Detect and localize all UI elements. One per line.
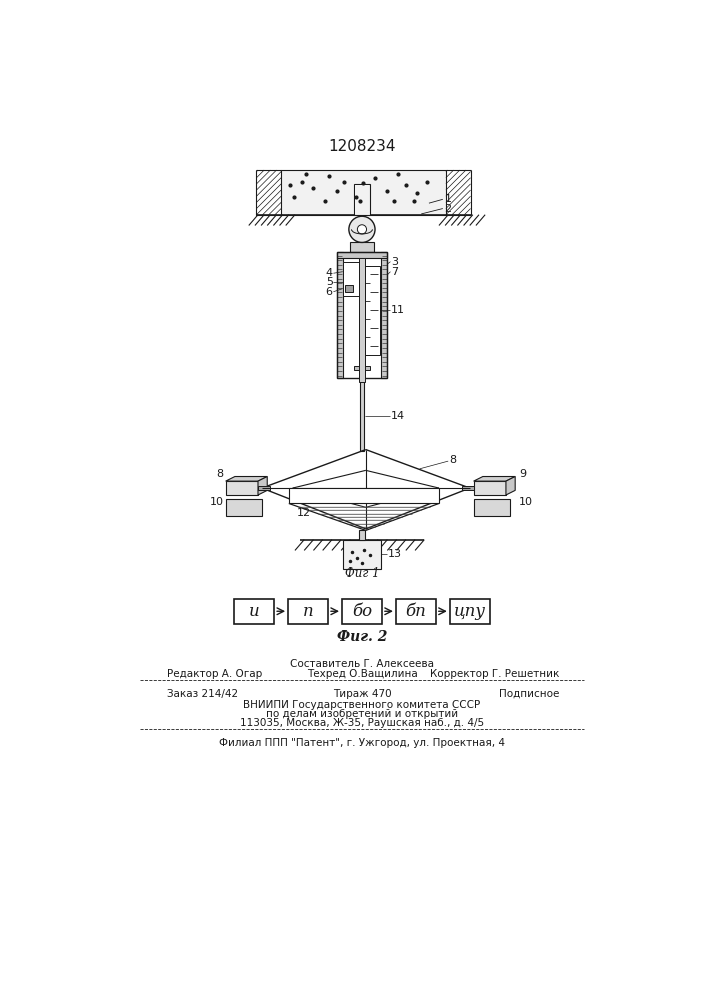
- Bar: [360, 378, 364, 451]
- Text: 6: 6: [326, 287, 333, 297]
- Text: 1: 1: [444, 194, 451, 204]
- Bar: [362, 266, 380, 355]
- Text: 7: 7: [391, 267, 398, 277]
- Text: 10: 10: [519, 497, 533, 507]
- Text: 10: 10: [209, 497, 223, 507]
- Text: 8: 8: [449, 455, 456, 465]
- Text: 8: 8: [216, 469, 223, 479]
- Text: Редактор А. Огар: Редактор А. Огар: [167, 669, 262, 679]
- Text: Фиг 1: Фиг 1: [344, 567, 379, 580]
- Polygon shape: [506, 477, 515, 495]
- Bar: [258, 486, 269, 490]
- Circle shape: [349, 216, 375, 242]
- Bar: [351, 242, 373, 252]
- Bar: [344, 262, 361, 296]
- Text: 13: 13: [387, 549, 402, 559]
- Text: Заказ 214/42: Заказ 214/42: [167, 689, 238, 699]
- Text: ВНИИПИ Государственного комитета СССР: ВНИИПИ Государственного комитета СССР: [243, 700, 481, 710]
- Text: 9: 9: [519, 469, 526, 479]
- Polygon shape: [226, 477, 267, 481]
- Text: Фиг. 2: Фиг. 2: [337, 630, 387, 644]
- Text: бо: бо: [352, 603, 372, 620]
- Text: 2: 2: [444, 204, 452, 214]
- Bar: [355, 185, 369, 214]
- Text: 11: 11: [391, 305, 405, 315]
- Text: Филиал ППП "Патент", г. Ужгород, ул. Проектная, 4: Филиал ППП "Патент", г. Ужгород, ул. Про…: [219, 738, 505, 748]
- Circle shape: [357, 225, 366, 234]
- Text: Корректор Г. Решетник: Корректор Г. Решетник: [431, 669, 560, 679]
- Bar: [234, 599, 274, 624]
- Polygon shape: [226, 481, 258, 495]
- Bar: [396, 599, 436, 624]
- Bar: [343, 540, 381, 569]
- Text: 12: 12: [296, 508, 310, 518]
- Text: по делам изобретений и открытий: по делам изобретений и открытий: [266, 709, 458, 719]
- Bar: [288, 488, 439, 503]
- Text: 113035, Москва, Ж-35, Раушская наб., д. 4/5: 113035, Москва, Ж-35, Раушская наб., д. …: [240, 718, 484, 728]
- Text: 14: 14: [391, 411, 405, 421]
- Polygon shape: [226, 499, 262, 516]
- Bar: [281, 170, 446, 215]
- Bar: [337, 252, 387, 258]
- Bar: [359, 530, 365, 540]
- Text: Тираж 470: Тираж 470: [332, 689, 391, 699]
- Text: 4: 4: [325, 268, 333, 278]
- Text: 3: 3: [391, 257, 398, 267]
- Polygon shape: [474, 499, 510, 516]
- Bar: [345, 285, 353, 292]
- Text: цпу: цпу: [454, 603, 486, 620]
- Polygon shape: [474, 477, 515, 481]
- Polygon shape: [258, 477, 267, 495]
- Bar: [462, 486, 474, 490]
- Text: и: и: [249, 603, 259, 620]
- Bar: [337, 252, 343, 378]
- Bar: [342, 599, 382, 624]
- Bar: [288, 599, 328, 624]
- Bar: [381, 252, 387, 378]
- Text: Составитель Г. Алексеева: Составитель Г. Алексеева: [290, 659, 434, 669]
- Bar: [359, 258, 365, 382]
- Text: 5: 5: [326, 277, 333, 287]
- Text: бп: бп: [405, 603, 426, 620]
- Text: 1208234: 1208234: [328, 139, 396, 154]
- Text: Техред О.Ващилина: Техред О.Ващилина: [307, 669, 417, 679]
- Text: п: п: [303, 603, 313, 620]
- Bar: [354, 366, 370, 370]
- Polygon shape: [474, 481, 506, 495]
- Text: Подписное: Подписное: [499, 689, 560, 699]
- Bar: [450, 599, 490, 624]
- Bar: [354, 184, 370, 215]
